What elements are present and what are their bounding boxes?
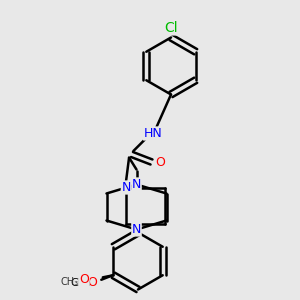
Text: HN: HN [144,127,162,140]
Text: O: O [79,273,89,286]
Text: CH₃: CH₃ [60,277,78,287]
Text: Cl: Cl [164,21,178,35]
Text: O: O [87,276,97,289]
Text: N: N [121,181,131,194]
Text: N: N [132,223,141,236]
Text: N: N [132,178,141,191]
Text: CH₃: CH₃ [70,278,91,288]
Text: O: O [155,155,165,169]
